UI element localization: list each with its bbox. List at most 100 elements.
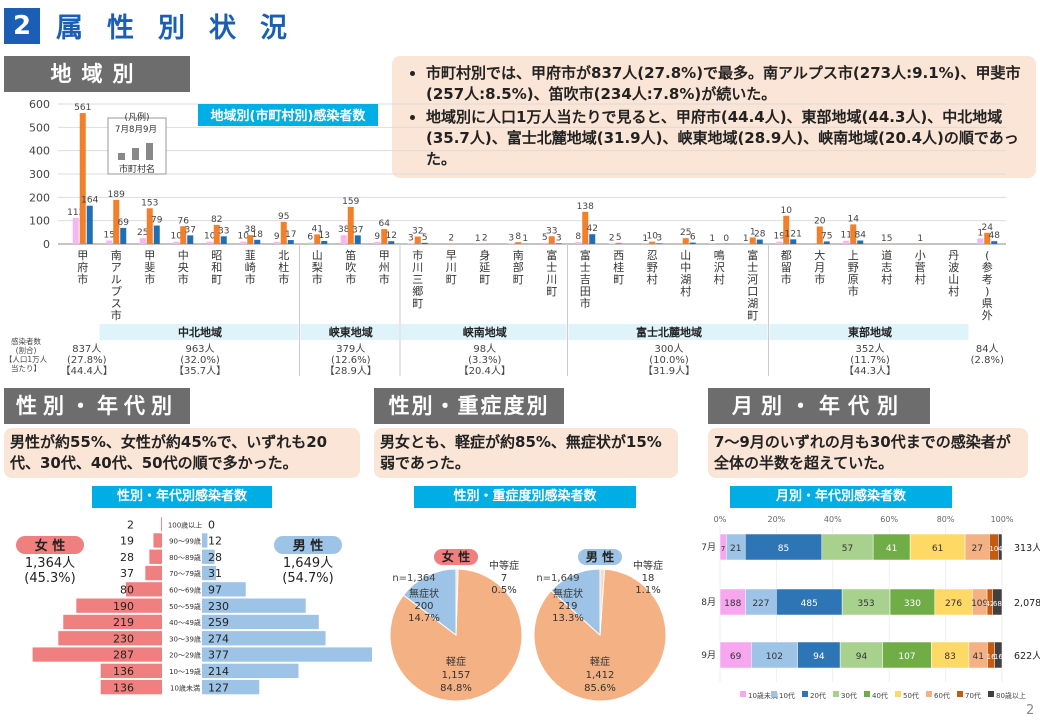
stack-seg-30代 [821, 533, 874, 561]
female-bar [125, 582, 162, 597]
category-label-char: 市 [848, 284, 859, 298]
category-label-char: 崎 [245, 260, 256, 274]
region-summary: (11.7%) [850, 355, 890, 366]
category-label-char: 外 [982, 309, 993, 322]
stack-value: 85 [778, 544, 789, 554]
data-label: 3 [556, 233, 562, 243]
stack-title: 月別・年代別感染者数 [730, 486, 952, 508]
region-band [99, 324, 299, 340]
bar-7月 [240, 241, 247, 244]
data-label: 13 [319, 231, 330, 241]
pie-slice-無症状 [402, 568, 457, 637]
region-note-2: 地域別に人口1万人当たりで見ると、甲府市(44.4人)、東部地域(44.3人)、… [426, 107, 1030, 170]
male-value: 230 [208, 600, 229, 613]
region-name: 富士北麓地域 [636, 325, 702, 339]
sex-label: 男 性 [586, 549, 614, 564]
region-summary: (12.6%) [331, 355, 371, 366]
slice-name: 中等症 [633, 559, 663, 572]
region-note: 市町村別では、甲府市が837人(27.8%)で最多。南アルプス市(273人:9.… [392, 56, 1036, 178]
data-label: 10 [171, 232, 183, 242]
category-label-char: 村 [714, 272, 725, 286]
category-label-char: 川 [412, 261, 423, 274]
category-label-char: 市 [312, 272, 323, 286]
month-age-stacked: 0% 20% 40% 60% 80% 100% 7月 7 21 85 57 41 61 27 10 4 313人… [701, 515, 1040, 700]
region-summary: 98人 [473, 343, 496, 355]
category-label-char: 身 [479, 248, 490, 262]
y-tick-label: 200 [29, 191, 50, 204]
bar-7月 [340, 235, 347, 244]
page-title: 属性別状況 [56, 13, 311, 44]
legend-swatch [926, 691, 932, 697]
category-label-char: 市 [77, 272, 88, 286]
region-summary: 963人 [185, 343, 214, 355]
age-label: 80～89歳 [169, 553, 201, 562]
category-label-char: 市 [814, 272, 825, 286]
region-summary: (10.0%) [649, 355, 689, 366]
legend-box [107, 117, 167, 175]
month-total: 2,078人 [1014, 598, 1040, 609]
category-label-char: 菅 [915, 261, 926, 274]
category-label-char: 野 [647, 261, 658, 274]
stack-seg-20代 [744, 533, 823, 561]
slice-value: 1,412 [586, 670, 615, 681]
kofu-summary: 837人 [72, 343, 101, 355]
bar-7月 [374, 241, 381, 244]
male-value: 12 [208, 535, 222, 548]
data-label: 1 [709, 234, 715, 244]
category-label-char: 波 [948, 261, 959, 274]
data-label: 5 [422, 233, 428, 243]
stack-seg-20代 [776, 588, 843, 616]
data-label: 164 [81, 196, 98, 206]
sex-age-pyramid: 2 0 100歳以上 19 12 90～99歳 28 28 80～89歳 37 31 70～79歳 80… [16, 517, 372, 695]
legend-bar [146, 143, 153, 160]
data-label: 20 [814, 217, 826, 227]
category-label-char: 士 [546, 261, 557, 274]
female-bar [100, 680, 162, 695]
bar-8月 [381, 229, 388, 244]
category-label-char: 忍 [647, 249, 658, 262]
category-label-char: 村 [881, 272, 892, 286]
slice-value: 1,157 [442, 670, 471, 681]
category-label-char: 山 [948, 273, 959, 286]
pie-slice-中等症 [599, 568, 606, 636]
female-bar [161, 517, 162, 532]
legend-caption: 市町村名 [119, 163, 155, 175]
bar-8月 [79, 113, 86, 244]
slice-value: 200 [414, 601, 433, 612]
sex-badge [578, 549, 622, 565]
data-label: 138 [577, 202, 594, 212]
category-label-char: 市 [111, 308, 122, 322]
bar-7月 [407, 243, 414, 244]
data-label: 5 [542, 233, 548, 243]
bar-7月 [843, 240, 850, 244]
data-label: 33 [546, 226, 557, 236]
out-summary: (2.8%) [971, 355, 1004, 366]
data-label: 8 [575, 232, 581, 242]
stack-seg-30代 [841, 588, 891, 616]
category-label-char: 上 [848, 249, 859, 262]
stack-value: 7 [721, 545, 725, 553]
stack-value: 188 [724, 599, 741, 609]
category-label-char: 町 [479, 273, 490, 286]
pie-slice-無症状 [550, 568, 601, 637]
data-label: 69 [118, 218, 130, 228]
bar-7月 [206, 241, 213, 244]
category-label-char: ル [111, 273, 122, 286]
bar-9月 [86, 205, 93, 244]
category-label-char: 南 [111, 249, 122, 262]
data-label: 9 [274, 232, 280, 242]
x-tick: 100% [991, 515, 1014, 524]
region-summary: 【44.3人】 [844, 365, 896, 377]
category-label-char: 韮 [245, 249, 256, 262]
age-label: 10歳未満 [170, 683, 200, 692]
section-label-region: 地域別 [4, 56, 190, 92]
bar-7月 [106, 240, 113, 244]
female-bar [153, 533, 162, 548]
age-label: 50～59歳 [169, 602, 201, 611]
category-label-char: 昭 [211, 249, 222, 262]
y-tick-label: 0 [43, 238, 50, 251]
female-value: 28 [120, 551, 134, 564]
stack-value: 41 [972, 652, 983, 662]
data-label: 10 [647, 232, 659, 242]
category-label-char: 月 [814, 261, 825, 274]
